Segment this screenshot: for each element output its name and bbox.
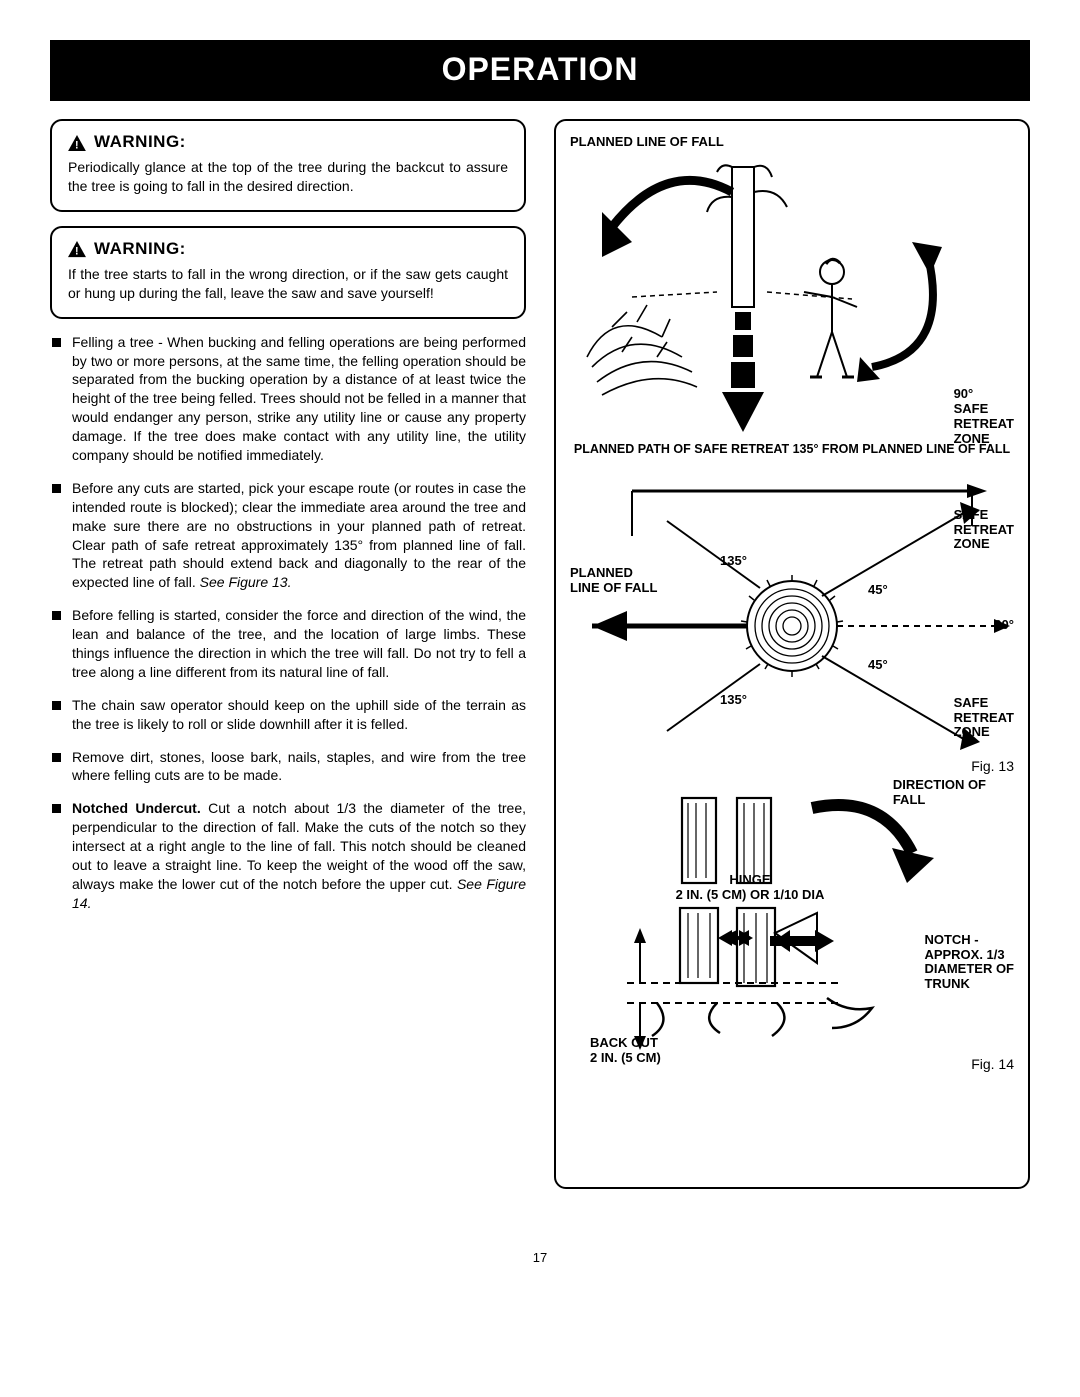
- warning-label: WARNING:: [94, 238, 186, 261]
- label-hinge-dim: 2 IN. (5 CM) OR 1/10 DIA: [676, 887, 825, 902]
- label-135b: 135°: [720, 691, 747, 709]
- label-srz-top: SAFERETREATZONE: [954, 508, 1014, 553]
- warning-text: If the tree starts to fall in the wrong …: [68, 265, 508, 303]
- right-column: PLANNED LINE OF FALL: [554, 119, 1030, 1189]
- label-45b: 45°: [868, 656, 888, 674]
- page-number: 17: [50, 1249, 1030, 1267]
- warning-icon: !: [68, 241, 86, 257]
- list-item: Notched Undercut. Cut a notch about 1/3 …: [50, 799, 526, 912]
- section-title: OPERATION: [50, 40, 1030, 101]
- list-item: The chain saw operator should keep on th…: [50, 696, 526, 734]
- label-planned-path: PLANNED PATH OF SAFE RETREAT 135° FROM P…: [570, 441, 1014, 458]
- label-45t: 45°: [868, 581, 888, 599]
- warning-box-2: ! WARNING: If the tree starts to fall in…: [50, 226, 526, 319]
- warning-text: Periodically glance at the top of the tr…: [68, 158, 508, 196]
- left-column: ! WARNING: Periodically glance at the to…: [50, 119, 526, 1189]
- figure-box: PLANNED LINE OF FALL: [554, 119, 1030, 1189]
- list-item: Felling a tree - When bucking and fellin…: [50, 333, 526, 465]
- diagram-angles: PLANNEDLINE OF FALL 135° 135° 45° 45° 90…: [570, 466, 1014, 776]
- fig14-label: Fig. 14: [971, 1055, 1014, 1074]
- warning-box-1: ! WARNING: Periodically glance at the to…: [50, 119, 526, 212]
- bullet-text: Remove dirt, stones, loose bark, nails, …: [72, 749, 526, 784]
- figure-ref: See Figure 13.: [200, 574, 292, 590]
- label-srz-bot: SAFERETREATZONE: [954, 696, 1014, 741]
- list-item: Remove dirt, stones, loose bark, nails, …: [50, 748, 526, 786]
- label-90: 90°: [954, 386, 974, 401]
- bullet-list: Felling a tree - When bucking and fellin…: [50, 333, 526, 913]
- label-hinge: HINGE2 IN. (5 CM) OR 1/10 DIA: [650, 873, 850, 903]
- label-90r: 90°: [994, 616, 1014, 634]
- label-135t: 135°: [720, 552, 747, 570]
- bullet-text: Before any cuts are started, pick your e…: [72, 480, 526, 590]
- bullet-text: Felling a tree - When bucking and fellin…: [72, 334, 526, 463]
- label-planned-line: PLANNED LINE OF FALL: [570, 133, 1014, 151]
- svg-text:!: !: [75, 246, 79, 258]
- label-backcut-dim: 2 IN. (5 CM): [590, 1050, 661, 1065]
- label-srz: SAFERETREATZONE: [954, 402, 1014, 447]
- label-planned-line2: PLANNEDLINE OF FALL: [570, 566, 657, 596]
- diagram-top-scene: 90° SAFERETREATZONE: [570, 157, 1014, 437]
- list-item: Before felling is started, consider the …: [50, 606, 526, 682]
- svg-text:!: !: [75, 139, 79, 151]
- diagram-cuts: DIRECTION OFFALL HINGE2 IN. (5 CM) OR 1/…: [570, 778, 1014, 1078]
- warning-label: WARNING:: [94, 131, 186, 154]
- fig13-label: Fig. 13: [971, 757, 1014, 776]
- warning-icon: !: [68, 135, 86, 151]
- warning-heading: ! WARNING:: [68, 238, 508, 261]
- list-item: Before any cuts are started, pick your e…: [50, 479, 526, 592]
- label-direction-fall: DIRECTION OFFALL: [893, 778, 986, 808]
- label-notch: NOTCH -APPROX. 1/3DIAMETER OFTRUNK: [924, 933, 1014, 993]
- bullet-text: The chain saw operator should keep on th…: [72, 697, 526, 732]
- label-backcut: BACK CUT2 IN. (5 CM): [590, 1036, 661, 1066]
- warning-heading: ! WARNING:: [68, 131, 508, 154]
- bullet-bold: Notched Undercut.: [72, 800, 201, 816]
- bullet-text: Before felling is started, consider the …: [72, 607, 526, 680]
